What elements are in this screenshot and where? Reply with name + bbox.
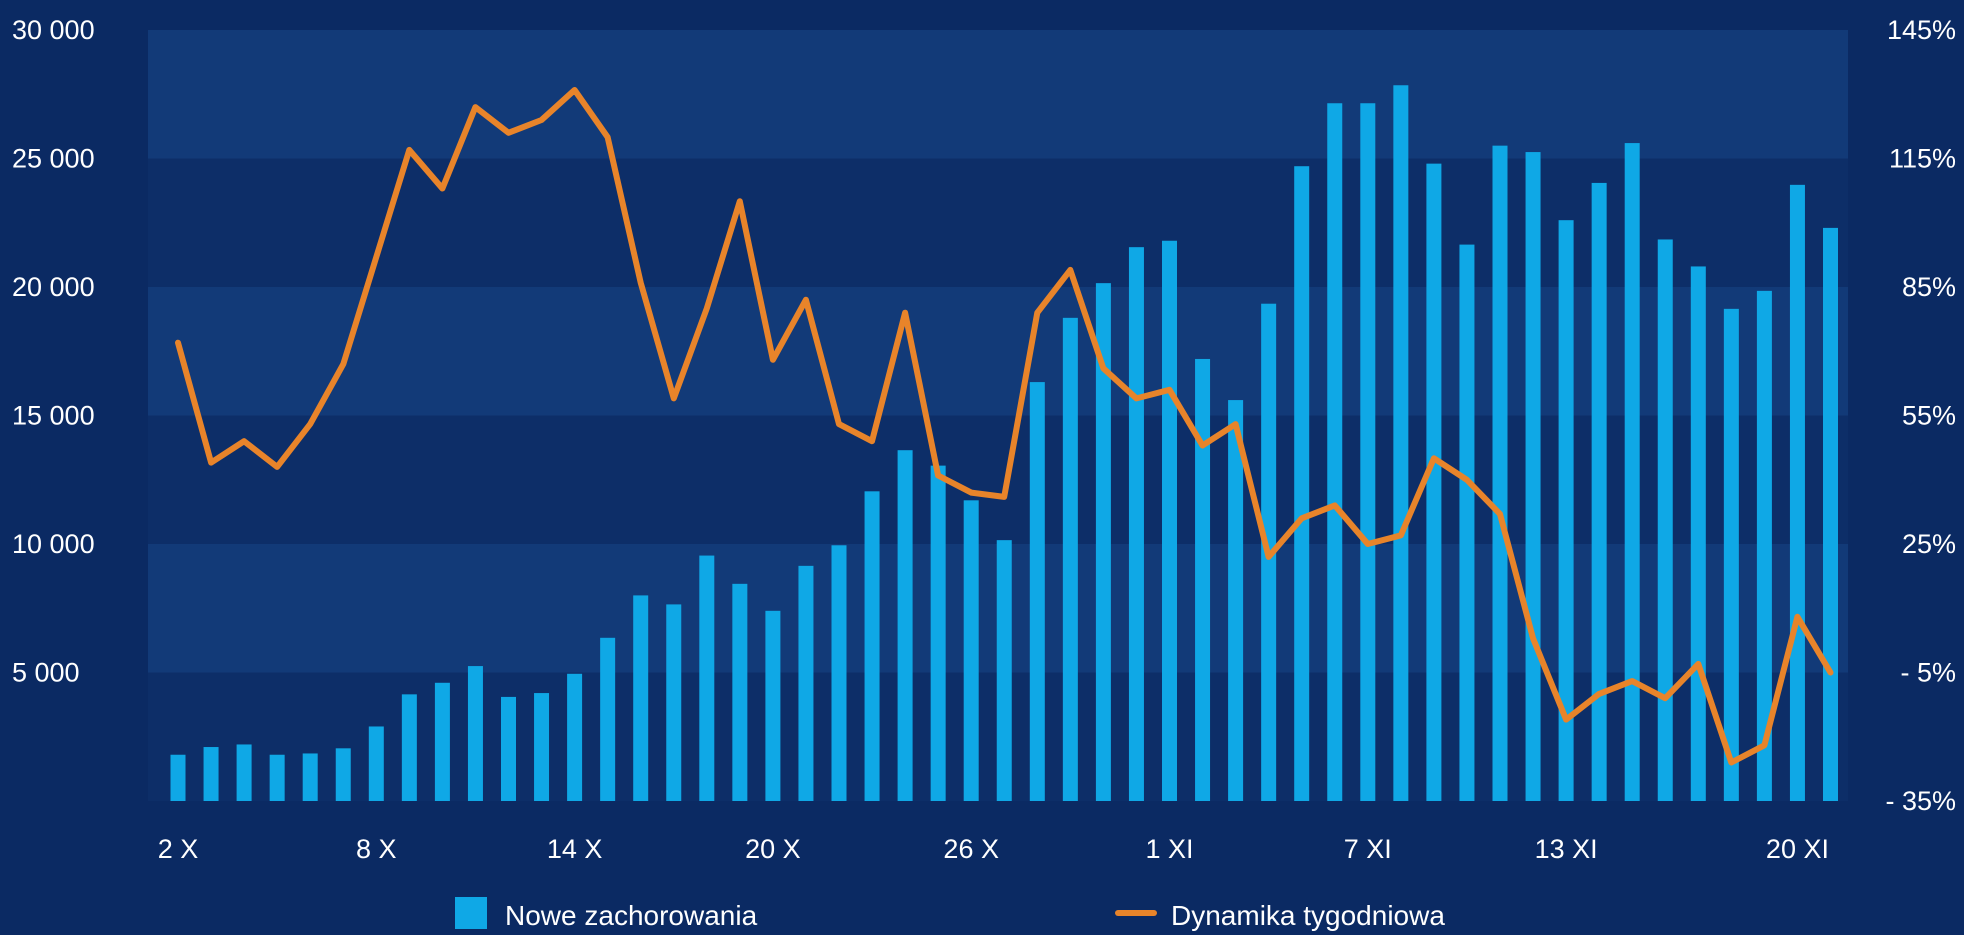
bar [930,465,946,801]
y-right-tick-label: 145% [1887,15,1956,45]
bar [798,565,814,801]
legend-label-line: Dynamika tygodniowa [1171,900,1445,931]
x-tick-label: 20 XI [1766,834,1829,864]
bar [1657,239,1673,801]
y-left-tick-label: 30 000 [12,15,95,45]
bar [1228,400,1244,801]
x-axis-ticks: 2 X 8 X 14 X 20 X 26 X 1 XI 7 XI 13 XI 20 XI [158,834,1829,864]
bar [1789,184,1805,801]
right-axis-ticks: 145% 115% 85% 55% 25% - 5% - 35% [1885,15,1956,816]
x-tick-label: 8 X [356,834,397,864]
bar [1294,166,1310,801]
y-right-tick-label: 85% [1902,272,1956,302]
bar [1195,358,1211,801]
bar [1128,247,1144,802]
bar [765,610,781,801]
y-right-tick-label: 25% [1902,529,1956,559]
y-right-tick-label: 115% [1889,144,1956,174]
bar [467,666,483,801]
bar [1029,382,1045,801]
bar [1723,308,1739,801]
x-tick-label: 7 XI [1344,834,1392,864]
bar [1459,244,1475,802]
x-tick-label: 26 X [943,834,999,864]
bar [434,682,450,801]
bar [1492,145,1508,801]
bar [666,604,682,801]
legend-swatch-bar [455,897,487,929]
bar [1393,85,1409,801]
bar [963,500,979,801]
bar [633,595,649,801]
bar [1558,220,1574,801]
bar [368,726,384,801]
y-left-tick-label: 5 000 [12,658,80,688]
bar [1426,163,1442,801]
y-right-tick-label: - 35% [1885,786,1956,816]
bar [1823,227,1838,801]
bar [203,747,219,801]
y-left-tick-label: 20 000 [12,272,95,302]
legend-label-bar: Nowe zachorowania [505,900,758,931]
bar-series [170,85,1838,802]
bar [996,540,1012,801]
bar [732,583,748,801]
bar [1591,182,1607,802]
bar [269,754,285,801]
bar [600,637,616,801]
series-line [175,87,1834,766]
x-tick-label: 1 XI [1145,834,1193,864]
legend: Nowe zachorowania Dynamika tygodniowa [455,897,1445,931]
x-tick-label: 20 X [745,834,801,864]
x-tick-label: 2 X [158,834,199,864]
bar [1162,240,1177,802]
y-right-tick-label: 55% [1902,401,1956,431]
x-tick-label: 13 XI [1535,834,1598,864]
grid-band [148,30,1848,159]
bar [1690,266,1706,801]
bar [831,545,847,801]
line-series [175,87,1834,766]
bar [1327,103,1343,802]
bar [1360,103,1376,802]
x-tick-label: 14 X [547,834,603,864]
legend-swatch-line [1115,910,1157,916]
y-left-tick-label: 25 000 [12,144,95,174]
bar [897,450,913,801]
bar [335,748,351,801]
bar [699,555,715,801]
bar [1095,283,1111,801]
bar [236,744,252,801]
bar [1525,152,1541,801]
bar [534,693,550,801]
bar [1756,290,1772,801]
bar [567,673,583,801]
y-left-tick-label: 15 000 [12,401,95,431]
bar [170,754,186,801]
bar [1624,143,1640,801]
bar [302,753,318,801]
bar [1062,317,1078,801]
bar [864,491,880,801]
bar [501,696,516,801]
y-right-tick-label: - 5% [1900,658,1956,688]
bar [401,694,417,801]
y-left-tick-label: 10 000 [12,529,95,559]
left-axis-ticks: 30 000 25 000 20 000 15 000 10 000 5 000 [12,15,95,688]
